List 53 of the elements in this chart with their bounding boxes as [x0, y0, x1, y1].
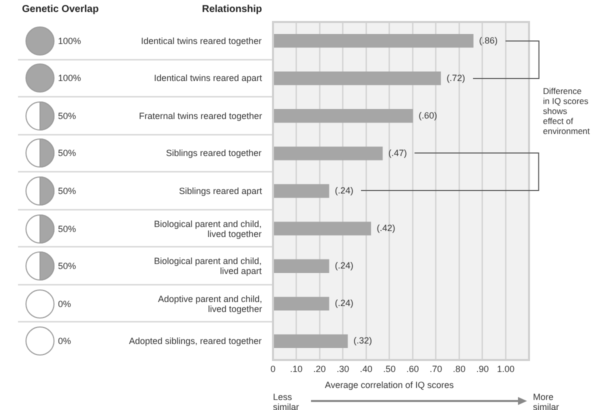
x-tick-label: 0 [270, 364, 276, 374]
y-tick-label: Identical twins reared apart [154, 73, 262, 84]
text: 0% [58, 298, 72, 309]
bar [273, 109, 413, 123]
x-tick-label: .10 [290, 364, 303, 374]
x-tick-label: .90 [476, 364, 489, 374]
y-tick-label: Biological parent and child, lived together [154, 218, 262, 239]
y-tick-label: Biological parent and child, lived apart [154, 256, 262, 276]
bar [273, 72, 441, 86]
data-label: (.47) [388, 148, 407, 158]
text: Relationship [202, 4, 262, 15]
text: 100% [58, 73, 82, 84]
text: 100% [58, 36, 82, 46]
x-tick-label: .40 [360, 364, 372, 374]
data-label: (.42) [376, 223, 396, 234]
text: 50% [58, 261, 76, 272]
x-tick-label: 1.00 [496, 364, 514, 374]
data-label: (.24) [334, 298, 354, 308]
data-label: (.24) [334, 260, 354, 271]
y-tick-label: Adoptive parent and child, lived together [158, 294, 262, 314]
x-tick-label: .70 [430, 364, 442, 374]
text: 50% [58, 148, 76, 158]
x-tick-label: .30 [336, 364, 350, 374]
text: 0% [58, 336, 72, 346]
bar [273, 146, 383, 160]
bar [273, 34, 474, 48]
y-tick-label: Siblings reared together [166, 148, 262, 158]
bar [273, 184, 330, 198]
x-axis-title: Average correlation of IQ scores [324, 380, 454, 390]
text: 50% [58, 186, 76, 196]
data-label: (.86) [479, 35, 498, 46]
text: 50% [58, 224, 76, 234]
text: 50% [58, 110, 76, 121]
bar [273, 296, 330, 310]
x-tick-label: .50 [383, 364, 396, 374]
data-label: (.32) [353, 336, 372, 346]
y-tick-label: Fraternal twins reared together [139, 110, 262, 121]
bar [273, 334, 348, 348]
x-tick-label: .20 [313, 364, 326, 374]
text: More similar [533, 392, 560, 410]
text: Genetic Overlap [22, 4, 99, 15]
y-tick-label: Adopted siblings, reared together [129, 336, 262, 346]
text: Difference in IQ scores shows effect of environment [543, 86, 590, 136]
x-tick-label: .60 [406, 364, 419, 374]
data-label: (.24) [334, 185, 354, 196]
y-tick-label: Siblings reared apart [179, 186, 262, 196]
y-tick-label: Identical twins reared together [141, 36, 262, 46]
x-tick-label: .80 [452, 364, 466, 374]
data-label: (.60) [418, 110, 438, 120]
bar [273, 259, 330, 273]
bar [273, 222, 372, 236]
data-label: (.72) [446, 72, 466, 83]
text: Less similar [273, 392, 300, 410]
